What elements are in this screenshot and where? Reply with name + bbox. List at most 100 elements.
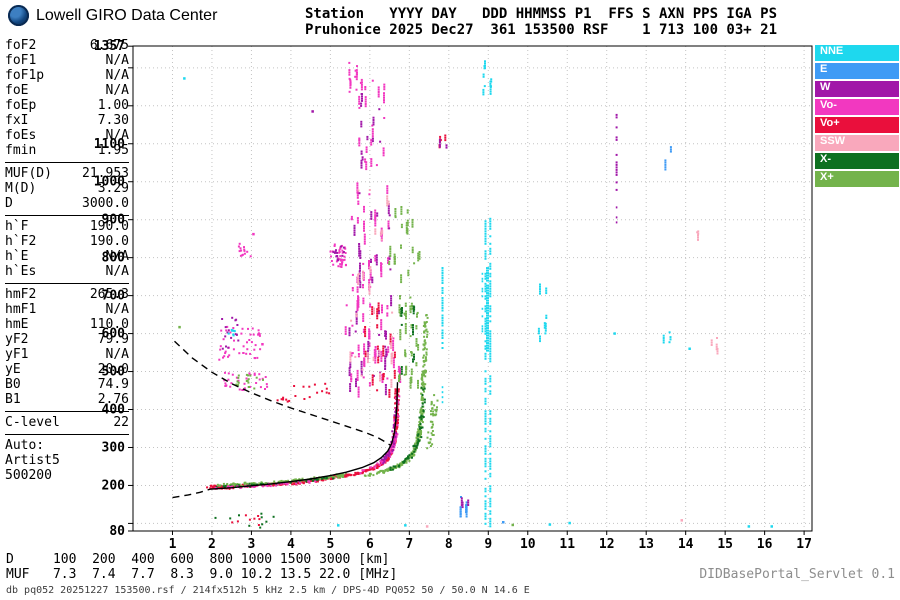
param-value: N/A: [105, 83, 129, 98]
station-header-labels: Station YYYY DAY DDD HHMMSS P1 FFS S AXN…: [305, 6, 778, 22]
param-label: foF1: [5, 53, 37, 68]
param-label: h`Es: [5, 264, 37, 279]
svg-text:17: 17: [796, 537, 812, 552]
param-divider: [5, 283, 129, 284]
param-value: N/A: [105, 53, 129, 68]
param-label: foF2: [5, 38, 37, 53]
legend-vo-: Vo+: [815, 117, 899, 133]
svg-text:700: 700: [102, 289, 126, 304]
param-value: N/A: [105, 128, 129, 143]
svg-text:400: 400: [102, 403, 126, 418]
param-he: h`E N/A: [5, 249, 129, 264]
param-label: MUF(D): [5, 166, 52, 181]
param-value: N/A: [105, 347, 129, 362]
param-label: Auto:: [5, 438, 45, 453]
param-value: 190.0: [89, 219, 129, 234]
param-ye: yE 20.0: [5, 362, 129, 377]
svg-text:12: 12: [599, 537, 615, 552]
svg-text:1: 1: [169, 537, 177, 552]
param-d: D 3000.0: [5, 196, 129, 211]
legend-vo-: Vo-: [815, 99, 899, 115]
d-muf-table: D 100 200 400 600 800 1000 1500 3000 [km…: [6, 552, 398, 582]
measurement-file-info: db pq052 20251227 153500.rsf / 214fx512h…: [6, 585, 530, 596]
svg-text:3: 3: [248, 537, 256, 552]
station-header: Station YYYY DAY DDD HHMMSS P1 FFS S AXN…: [305, 6, 777, 38]
param-fof1: foF1 N/A: [5, 53, 129, 68]
servlet-version: DIDBasePortal_Servlet 0.1: [699, 567, 895, 582]
param-foe: foE N/A: [5, 83, 129, 98]
param-label: h`E: [5, 249, 29, 264]
param-label: 500200: [5, 468, 52, 483]
param-label: yF2: [5, 332, 29, 347]
param-divider: [5, 411, 129, 412]
param-value: 3000.0: [82, 196, 129, 211]
param-value: 1.95: [97, 143, 129, 158]
param-fxi: fxI 7.30: [5, 113, 129, 128]
param-fmin: fmin 1.95: [5, 143, 129, 158]
lowell-giro-logo: Lowell GIRO Data Center: [8, 5, 217, 26]
svg-text:7: 7: [405, 537, 413, 552]
param-hf: h`F 190.0: [5, 219, 129, 234]
svg-text:10: 10: [520, 537, 536, 552]
param-auto: Auto:: [5, 438, 129, 453]
param-b1: B1 2.76: [5, 392, 129, 407]
legend-x-: X-: [815, 153, 899, 169]
param-label: Artist5: [5, 453, 60, 468]
globe-logo-icon: [8, 5, 29, 26]
svg-text:900: 900: [102, 213, 126, 228]
param-value: N/A: [105, 264, 129, 279]
param-value: N/A: [105, 68, 129, 83]
param-value: 1.00: [97, 98, 129, 113]
param-value: 20.0: [97, 362, 129, 377]
param-foes: foEs N/A: [5, 128, 129, 143]
svg-text:11: 11: [559, 537, 575, 552]
svg-text:500: 500: [102, 365, 126, 380]
param-500200: 500200: [5, 468, 129, 483]
svg-text:800: 800: [102, 251, 126, 266]
param-b0: B0 74.9: [5, 377, 129, 392]
param-value: 74.9: [97, 377, 129, 392]
legend-nne: NNE: [815, 45, 899, 61]
svg-text:600: 600: [102, 327, 126, 342]
legend-ssw: SSW: [815, 135, 899, 151]
param-label: B0: [5, 377, 21, 392]
param-hes: h`Es N/A: [5, 264, 129, 279]
param-foep: foEp 1.00: [5, 98, 129, 113]
param-label: hmF1: [5, 302, 37, 317]
param-value: 79.9: [97, 332, 129, 347]
param-value: 21.953: [82, 166, 129, 181]
svg-text:80: 80: [109, 524, 125, 539]
param-label: hmF2: [5, 287, 37, 302]
legend-x-: X+: [815, 171, 899, 187]
param-label: M(D): [5, 181, 37, 196]
svg-text:9: 9: [484, 537, 492, 552]
param-label: foE: [5, 83, 29, 98]
svg-text:1000: 1000: [94, 175, 125, 190]
param-label: yF1: [5, 347, 29, 362]
param-label: fmin: [5, 143, 37, 158]
param-value: 110.0: [89, 317, 129, 332]
param-clevel: C-level 22: [5, 415, 129, 430]
param-yf1: yF1 N/A: [5, 347, 129, 362]
param-label: fxI: [5, 113, 29, 128]
echo-polarization-legend: NNE E W Vo- Vo+ SSW X- X+: [815, 45, 899, 189]
svg-text:200: 200: [102, 478, 126, 493]
param-label: C-level: [5, 415, 60, 430]
svg-text:15: 15: [717, 537, 733, 552]
svg-text:16: 16: [757, 537, 773, 552]
param-label: foEs: [5, 128, 37, 143]
svg-text:5: 5: [326, 537, 334, 552]
param-value: N/A: [105, 249, 129, 264]
param-divider: [5, 215, 129, 216]
param-hmf1: hmF1 N/A: [5, 302, 129, 317]
param-label: yE: [5, 362, 21, 377]
param-label: h`F2: [5, 234, 37, 249]
svg-text:1357: 1357: [94, 39, 125, 54]
svg-text:2: 2: [208, 537, 216, 552]
param-fof1p: foF1p N/A: [5, 68, 129, 83]
param-label: foF1p: [5, 68, 45, 83]
svg-text:8: 8: [445, 537, 453, 552]
svg-text:6: 6: [366, 537, 374, 552]
